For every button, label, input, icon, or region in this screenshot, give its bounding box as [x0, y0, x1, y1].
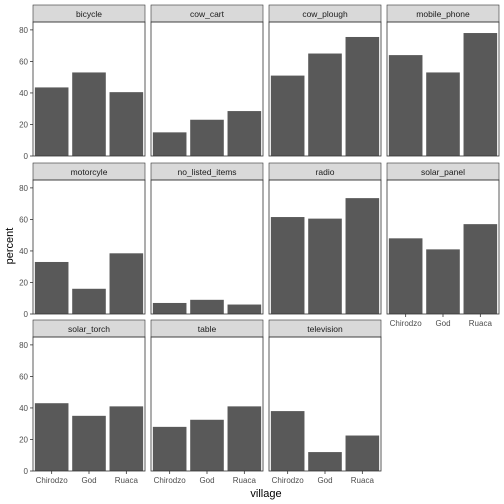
- x-tick-label: Ruaca: [115, 476, 139, 485]
- bar-no_listed_items-Ruaca: [227, 304, 262, 314]
- facet-motorcyle: motorcyle 0 20 40 60 80: [19, 162, 146, 319]
- facet-solar_torch: solar_torch 0 20 40 60 80 Chirodzo God Ruaca: [19, 319, 146, 485]
- bar-cow_plough-Ruaca: [345, 36, 380, 156]
- facet-panel-border: [268, 21, 382, 157]
- facet-panel-border: [32, 21, 146, 157]
- bar-mobile_phone-God: [426, 72, 460, 156]
- y-tick-label: 80: [19, 341, 28, 350]
- facet-strip-label: mobile_phone: [416, 9, 470, 19]
- bar-table-Chirodzo: [152, 426, 187, 471]
- bar-no_listed_items-God: [190, 299, 224, 314]
- x-tick-label: God: [435, 319, 450, 328]
- bar-solar_panel-Ruaca: [463, 224, 498, 314]
- facet-panel-border: [386, 21, 500, 157]
- x-tick-label: God: [317, 476, 332, 485]
- facet-strip-label: television: [307, 324, 343, 334]
- facet-cow_plough: cow_plough: [268, 4, 382, 157]
- bar-cow_plough-Chirodzo: [270, 75, 305, 156]
- facet-strip-label: solar_panel: [421, 167, 465, 177]
- facet-strip-label: table: [198, 324, 217, 334]
- y-tick-label: 80: [19, 184, 28, 193]
- y-tick-label: 60: [19, 372, 28, 381]
- y-axis-title: percent: [4, 228, 16, 265]
- bar-no_listed_items-Chirodzo: [152, 302, 187, 314]
- x-tick-label: Chirodzo: [154, 476, 187, 485]
- bar-solar_torch-Chirodzo: [34, 403, 69, 471]
- y-tick-label: 0: [24, 152, 29, 161]
- y-tick-label: 60: [19, 215, 28, 224]
- bar-cow_plough-God: [308, 53, 342, 156]
- x-tick-label: Ruaca: [351, 476, 375, 485]
- bar-bicycle-Ruaca: [109, 92, 144, 156]
- facet-cow_cart: cow_cart: [150, 4, 264, 157]
- x-tick-label: Chirodzo: [272, 476, 305, 485]
- bar-mobile_phone-Chirodzo: [388, 55, 423, 156]
- x-tick-label: God: [199, 476, 214, 485]
- x-tick-label: Chirodzo: [36, 476, 69, 485]
- facet-solar_panel: solar_panel Chirodzo God Ruaca: [386, 162, 500, 328]
- bar-motorcyle-Ruaca: [109, 253, 144, 314]
- facet-panel-border: [268, 179, 382, 315]
- bar-table-God: [190, 419, 224, 471]
- facet-radio: radio: [268, 162, 382, 315]
- bar-table-Ruaca: [227, 406, 262, 471]
- facet-strip-label: bicycle: [76, 9, 102, 19]
- x-tick-label: Chirodzo: [390, 319, 423, 328]
- y-tick-label: 40: [19, 404, 28, 413]
- facet-strip-label: cow_plough: [302, 9, 348, 19]
- y-tick-label: 0: [24, 310, 29, 319]
- bar-radio-God: [308, 218, 342, 314]
- facet-strip-label: no_listed_items: [177, 167, 236, 177]
- y-tick-label: 0: [24, 467, 29, 476]
- y-tick-label: 20: [19, 435, 28, 444]
- bar-television-Chirodzo: [270, 411, 305, 471]
- bar-mobile_phone-Ruaca: [463, 33, 498, 156]
- bar-cow_cart-God: [190, 119, 224, 156]
- bar-cow_cart-Ruaca: [227, 111, 262, 156]
- y-tick-label: 20: [19, 120, 28, 129]
- facet-strip-label: cow_cart: [190, 9, 225, 19]
- x-tick-label: Ruaca: [233, 476, 257, 485]
- bar-motorcyle-God: [72, 288, 106, 314]
- facet-panel-border: [32, 179, 146, 315]
- facet-strip-label: radio: [316, 167, 335, 177]
- bar-radio-Chirodzo: [270, 217, 305, 314]
- bar-solar_torch-Ruaca: [109, 406, 144, 471]
- bar-solar_torch-God: [72, 415, 106, 471]
- x-tick-label: Ruaca: [469, 319, 493, 328]
- bar-bicycle-God: [72, 72, 106, 156]
- facet-strip-label: motorcyle: [71, 167, 108, 177]
- y-tick-label: 80: [19, 26, 28, 35]
- y-tick-label: 40: [19, 89, 28, 98]
- y-tick-label: 60: [19, 57, 28, 66]
- facet-panel-border: [150, 21, 264, 157]
- bar-bicycle-Chirodzo: [34, 87, 69, 156]
- y-tick-label: 40: [19, 247, 28, 256]
- facet-mobile_phone: mobile_phone: [386, 4, 500, 157]
- bar-television-Ruaca: [345, 435, 380, 471]
- y-tick-label: 20: [19, 278, 28, 287]
- x-axis-title: village: [250, 488, 281, 500]
- facet-panels: bicycle 0 20 40 60 80 cow_cart cow_plough mobile…: [19, 4, 500, 485]
- facet-bicycle: bicycle 0 20 40 60 80: [19, 4, 146, 161]
- bar-cow_cart-Chirodzo: [152, 132, 187, 156]
- facet-television: television Chirodzo God Ruaca: [268, 319, 382, 485]
- facet-no_listed_items: no_listed_items: [150, 162, 264, 315]
- bar-solar_panel-God: [426, 249, 460, 314]
- facet-table: table Chirodzo God Ruaca: [150, 319, 264, 485]
- x-tick-label: God: [81, 476, 96, 485]
- bar-solar_panel-Chirodzo: [388, 238, 423, 314]
- bar-motorcyle-Chirodzo: [34, 261, 69, 314]
- bar-radio-Ruaca: [345, 198, 380, 314]
- facet-panel-border: [150, 179, 264, 315]
- facet-strip-label: solar_torch: [68, 324, 110, 334]
- bar-television-God: [308, 452, 342, 471]
